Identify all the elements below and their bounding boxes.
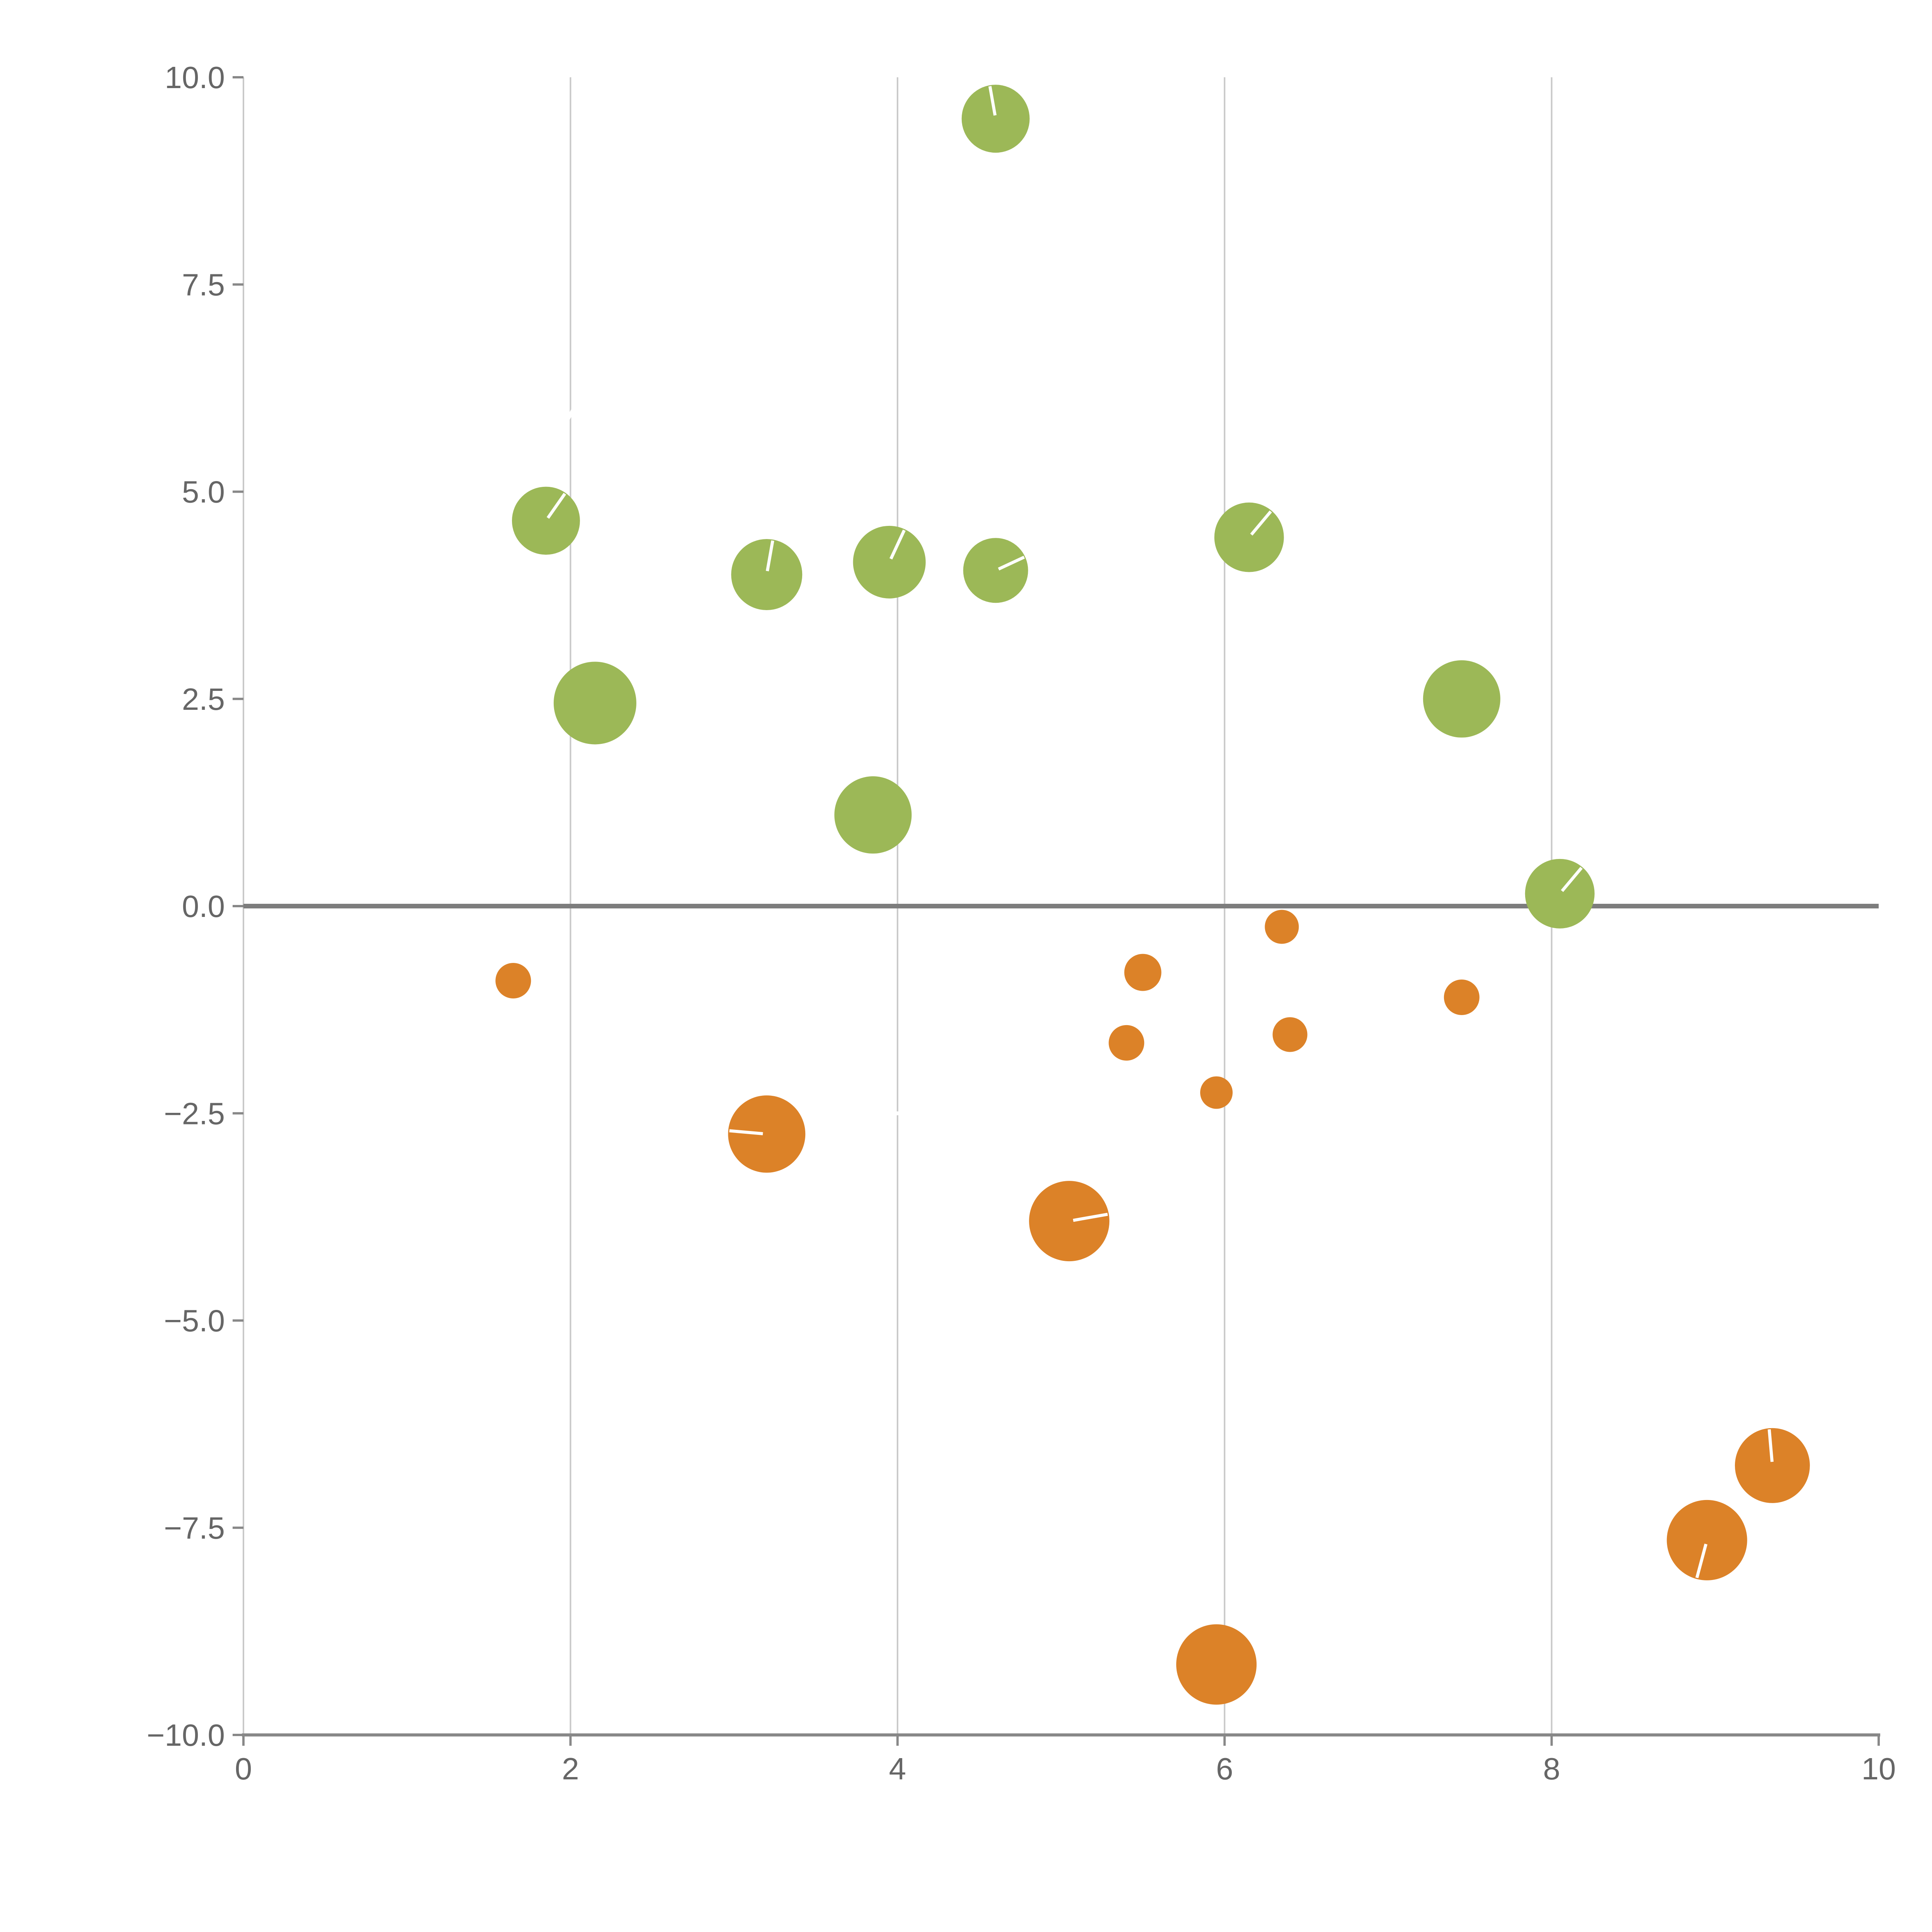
data-point-orange [1029, 1181, 1110, 1262]
y-tick-label: −7.5 [164, 1511, 225, 1545]
y-tick-label: 5.0 [182, 475, 225, 509]
x-tick-label: 6 [1216, 1752, 1233, 1786]
marker-notch [1250, 510, 1272, 536]
data-point-green [512, 486, 580, 555]
data-point-orange [1265, 910, 1299, 944]
data-point-orange [1124, 954, 1162, 991]
data-point-green [853, 526, 926, 599]
data-point-green [1214, 502, 1284, 572]
y-tick-label: −5.0 [164, 1304, 225, 1338]
data-point-green [834, 776, 912, 854]
marker-notch [765, 540, 774, 571]
data-point-orange [1272, 1017, 1308, 1052]
marker-notch [1695, 1543, 1708, 1578]
marker-notch [1767, 1429, 1774, 1462]
marker-notch [889, 529, 906, 560]
white-dash-mark [565, 395, 583, 423]
y-tick-label: 2.5 [182, 682, 225, 716]
data-point-green [1525, 859, 1595, 929]
marker-notch [546, 493, 566, 519]
marker-notch [1073, 1213, 1108, 1222]
data-point-orange [1444, 979, 1480, 1015]
marker-notch [988, 86, 997, 116]
data-point-orange [1176, 1624, 1257, 1705]
x-tick-label: 10 [1862, 1752, 1896, 1786]
data-point-orange [1200, 1076, 1233, 1109]
y-tick-label: −10.0 [147, 1718, 225, 1752]
data-point-green [1423, 660, 1500, 738]
data-point-orange [728, 1095, 806, 1173]
y-tick-label: 7.5 [182, 267, 225, 302]
marker-notch [729, 1129, 763, 1135]
data-point-green [963, 538, 1028, 603]
marker-notch [1561, 867, 1583, 892]
marker-notch [998, 556, 1025, 571]
data-point-orange [495, 963, 531, 999]
data-point-orange [1735, 1428, 1810, 1503]
data-point-green [553, 662, 636, 745]
x-tick-label: 8 [1543, 1752, 1560, 1786]
data-point-orange [1109, 1025, 1145, 1061]
y-tick-label: 0.0 [182, 889, 225, 923]
x-tick-label: 4 [889, 1752, 906, 1786]
data-point-green [731, 539, 803, 610]
x-tick-label: 2 [562, 1752, 579, 1786]
y-tick-label: 10.0 [165, 60, 225, 95]
x-tick-label: 0 [235, 1752, 252, 1786]
data-point-orange [1667, 1500, 1747, 1580]
y-tick-label: −2.5 [164, 1096, 225, 1131]
data-point-green [961, 85, 1030, 153]
